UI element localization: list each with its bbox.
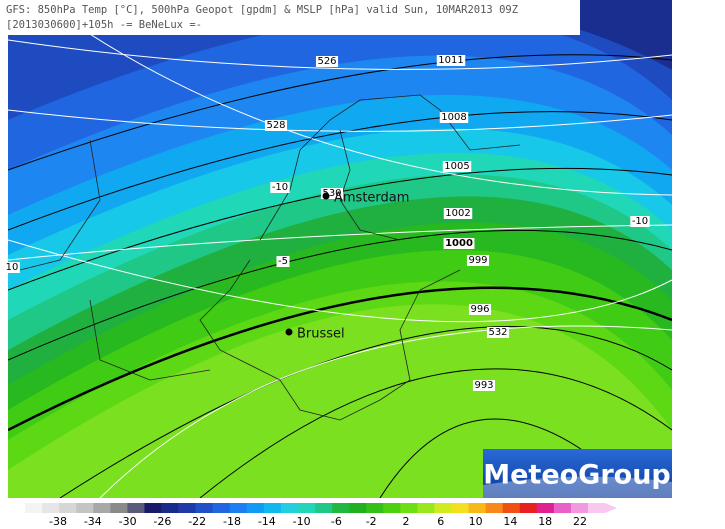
legend-swatch: [468, 503, 486, 513]
contour-label-box: [630, 216, 650, 227]
legend-swatch: [110, 503, 128, 513]
legend-swatch: [366, 503, 384, 513]
city-label: Amsterdam: [334, 191, 409, 206]
legend-swatch: [42, 503, 60, 513]
contour-label: 999: [468, 255, 487, 266]
legend-swatch: [246, 503, 265, 513]
legend-swatch: [144, 503, 162, 513]
legend-swatch: [178, 503, 196, 513]
contour-label-box: [4, 262, 20, 273]
legend-label: -14: [258, 515, 276, 528]
legend-swatch: [315, 503, 333, 513]
logo-text: MeteoGroup: [483, 460, 671, 491]
legend-label: 22: [573, 515, 587, 528]
contour-label: 1008: [441, 112, 466, 123]
contour-label-box: [436, 55, 466, 66]
contour-label: 528: [266, 120, 285, 131]
color-legend: -38 -34 -30 -26 -22 -18 -14 -10 -6 -2 2 6 10 14 18 22: [8, 503, 617, 528]
contour-label: 526: [317, 56, 336, 67]
legend-swatch: [553, 503, 572, 513]
contour-label-box: [466, 255, 490, 266]
legend-swatch: [332, 503, 350, 513]
contour-label: -10: [632, 216, 648, 227]
legend-label: 10: [469, 515, 483, 528]
contour-label-box: [472, 380, 496, 391]
legend-swatch: [485, 503, 503, 513]
legend-swatch: [349, 503, 367, 513]
contour-label: -5: [278, 256, 288, 267]
contour-label-box: [264, 120, 288, 131]
legend-swatch: [383, 503, 401, 513]
contour-label: 530: [322, 188, 341, 199]
legend-swatch: [280, 503, 299, 513]
contour-label: -10: [272, 182, 288, 193]
contour-label: 532: [488, 327, 507, 338]
legend-swatch: [195, 503, 213, 513]
city-label: Brussel: [297, 327, 345, 342]
legend-label: -30: [119, 515, 137, 528]
legend-swatch: [25, 503, 43, 513]
legend-swatch: [93, 503, 111, 513]
contour-labels: 526 1011 528 1008 1005 -10 530 1002 -10 1000 -5 999…: [4, 55, 650, 391]
legend-label: -2: [366, 515, 377, 528]
legend-label: 2: [403, 515, 410, 528]
legend-swatch: [263, 503, 282, 513]
legend-swatch: [417, 503, 435, 513]
legend-label: 6: [437, 515, 444, 528]
legend-arrow: [605, 503, 617, 513]
legend-swatch: [519, 503, 538, 513]
legend-swatch: [127, 503, 145, 513]
legend-label: 18: [538, 515, 552, 528]
legend-swatch: [451, 503, 469, 513]
contour-label-box: [468, 304, 492, 315]
legend-swatch: [161, 503, 179, 513]
legend-label: -22: [188, 515, 206, 528]
legend-label: -18: [223, 515, 241, 528]
contour-label-box: [320, 188, 344, 199]
contour-label-box: [443, 238, 475, 249]
header-line: GFS: 850hPa Temp [°C], 500hPa Geopot [gp…: [6, 4, 518, 16]
legend-label: 14: [503, 515, 517, 528]
header-box: [0, 0, 580, 35]
header-line: [2013030600]+105h -= BeNeLux =-: [6, 19, 202, 31]
legend-swatch: [76, 503, 94, 513]
legend-swatch: [297, 503, 316, 513]
legend-swatch: [212, 503, 231, 513]
contour-label-box: [276, 256, 290, 267]
contour-label: 1005: [444, 161, 469, 172]
contour-label: 996: [470, 304, 489, 315]
legend-swatch: [570, 503, 589, 513]
contour-label: 10: [6, 262, 19, 273]
legend-swatch: [536, 503, 555, 513]
contour-label-box: [443, 208, 473, 219]
legend-label: -34: [84, 515, 102, 528]
contour-label: 1002: [445, 208, 470, 219]
contour-label: 1000: [445, 238, 473, 249]
city-dot: [285, 328, 293, 336]
legend-swatch: [59, 503, 77, 513]
contour-label: 1011: [438, 55, 463, 66]
legend-swatch: [400, 503, 418, 513]
contour-label-box: [442, 161, 472, 172]
legend-swatch: [229, 503, 248, 513]
contour-label-box: [315, 56, 339, 67]
legend-swatch: [434, 503, 452, 513]
legend-swatch: [502, 503, 521, 513]
contour-label-box: [439, 112, 469, 123]
legend-label: -10: [293, 515, 311, 528]
legend-swatch: [587, 503, 606, 513]
logo-swoosh: [483, 476, 672, 498]
legend-label: -38: [49, 515, 67, 528]
contour-label-box: [486, 327, 510, 338]
contour-label-box: [270, 182, 290, 193]
contour-label: 993: [474, 380, 493, 391]
logo-box: [483, 449, 672, 498]
temperature-field: [8, 0, 672, 498]
legend-swatch: [8, 503, 26, 513]
city-dot: [322, 192, 330, 200]
legend-label: -26: [153, 515, 171, 528]
legend-label: -6: [331, 515, 342, 528]
